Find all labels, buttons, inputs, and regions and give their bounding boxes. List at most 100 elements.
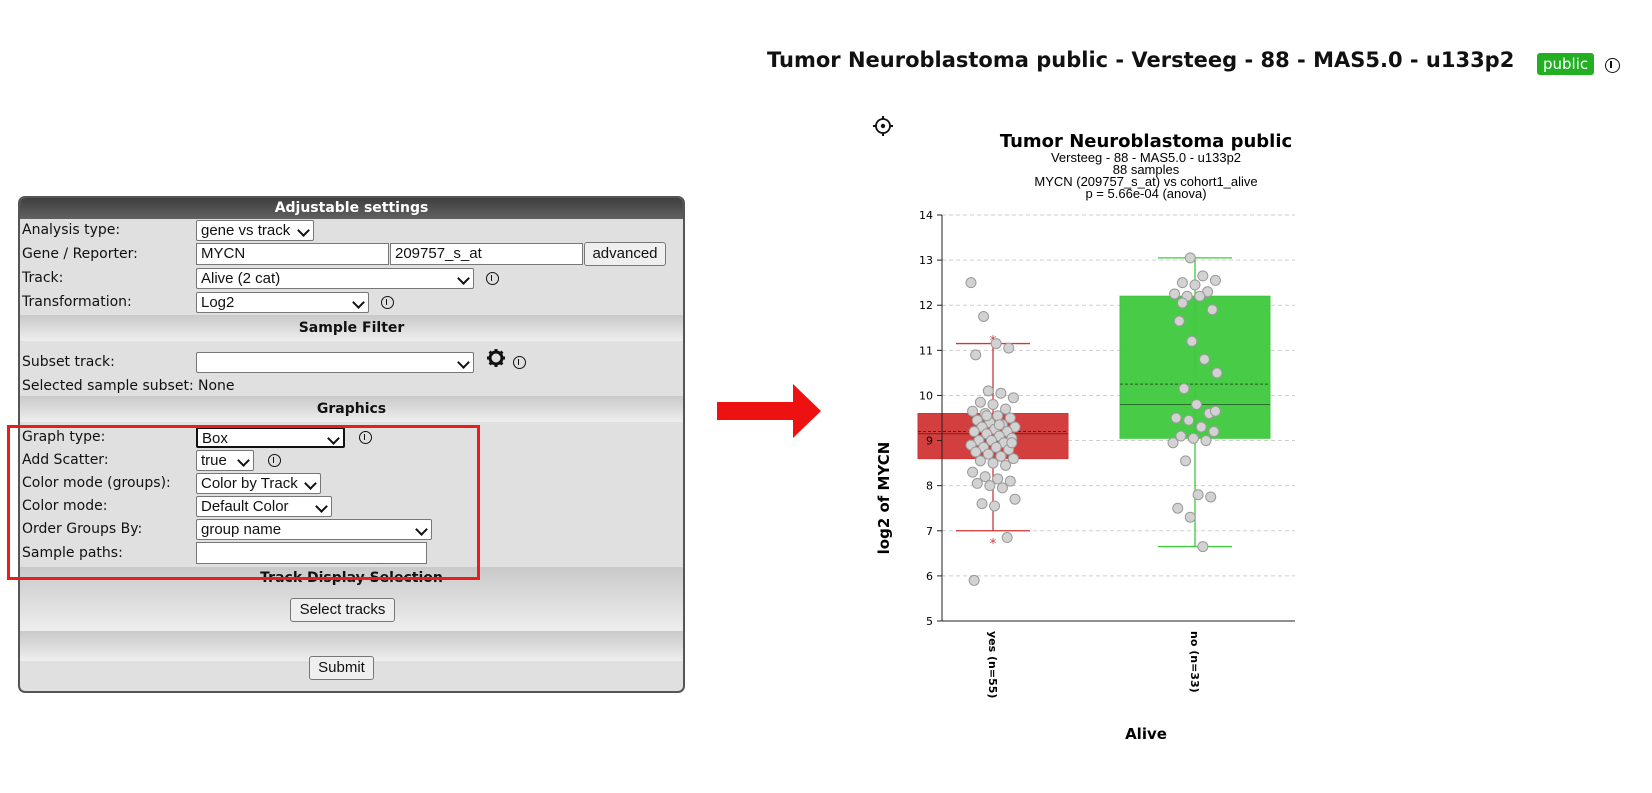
- data-point: [979, 471, 991, 483]
- graph-type-select[interactable]: Box: [196, 427, 345, 448]
- order-groups-label: Order Groups By:: [22, 521, 143, 537]
- data-point: [1175, 430, 1187, 442]
- data-point: [1009, 493, 1021, 505]
- graph-type-label: Graph type:: [22, 429, 106, 445]
- data-point: [971, 477, 983, 489]
- add-scatter-value: true: [201, 452, 227, 469]
- chart-subtitle-line: MYCN (209757_s_at) vs cohort1_alive: [1034, 174, 1257, 189]
- y-tick-label: 14: [919, 209, 933, 222]
- data-point: [974, 396, 986, 408]
- data-point: [1191, 398, 1203, 410]
- y-axis-label: log2 of MYCN: [875, 442, 893, 555]
- chevron-down-icon: [297, 224, 310, 237]
- data-point: [990, 441, 1002, 453]
- graphics-header: Graphics: [20, 396, 683, 422]
- data-point: [1197, 541, 1209, 553]
- data-point: [1189, 279, 1201, 291]
- data-point: [1003, 342, 1015, 354]
- gene-reporter-label: Gene / Reporter:: [22, 246, 138, 262]
- y-tick-label: 11: [919, 344, 933, 357]
- chart-subtitle-line: 88 samples: [1113, 162, 1180, 177]
- color-mode-select[interactable]: Default Color: [196, 496, 332, 517]
- data-point: [1184, 252, 1196, 264]
- advanced-button[interactable]: advanced: [584, 242, 666, 266]
- track-select[interactable]: Alive (2 cat): [196, 268, 474, 289]
- sample-paths-label: Sample paths:: [22, 545, 123, 561]
- y-tick-label: 13: [919, 254, 933, 267]
- y-tick-label: 7: [926, 525, 933, 538]
- add-scatter-select[interactable]: true: [196, 450, 254, 471]
- analysis-type-label: Analysis type:: [22, 222, 121, 238]
- y-tick-label: 5: [926, 615, 933, 628]
- selected-subset-value: None: [198, 378, 235, 394]
- arrow-right-icon: [717, 384, 821, 438]
- chart-settings-icon[interactable]: [872, 115, 894, 137]
- data-point: [992, 473, 1004, 485]
- gene-input[interactable]: MYCN: [196, 243, 389, 265]
- data-point: [965, 277, 977, 289]
- data-point: [1178, 383, 1190, 395]
- color-mode-value: Default Color: [201, 498, 289, 515]
- data-point: [1170, 412, 1182, 424]
- data-point: [1184, 511, 1196, 523]
- sample-filter-header: Sample Filter: [20, 315, 683, 341]
- analysis-type-select[interactable]: gene vs track: [196, 220, 314, 241]
- panel-title: Adjustable settings: [20, 198, 683, 219]
- order-groups-select[interactable]: group name: [196, 519, 432, 540]
- chart-subtitle-line: p = 5.66e-04 (anova): [1085, 186, 1206, 201]
- add-scatter-info-icon[interactable]: [268, 454, 281, 467]
- data-point: [974, 455, 986, 467]
- transformation-label: Transformation:: [22, 294, 132, 310]
- transformation-info-icon[interactable]: [381, 296, 394, 309]
- chevron-down-icon: [457, 356, 470, 369]
- data-point: [1001, 532, 1013, 544]
- x-axis-label: Alive: [1125, 725, 1167, 743]
- data-point: [1209, 405, 1221, 417]
- box: [1119, 295, 1271, 439]
- data-point: [1186, 335, 1198, 347]
- order-groups-value: group name: [201, 521, 282, 538]
- data-point: [1197, 270, 1209, 282]
- x-tick-label: yes (n=55): [986, 631, 999, 698]
- data-point: [1209, 274, 1221, 286]
- data-point: [1192, 489, 1204, 501]
- data-point: [982, 385, 994, 397]
- subset-track-info-icon[interactable]: [513, 356, 526, 369]
- data-point: [995, 450, 1007, 462]
- transformation-select[interactable]: Log2: [196, 292, 369, 313]
- select-tracks-button[interactable]: Select tracks: [290, 598, 395, 622]
- data-point: [978, 311, 990, 322]
- data-point: [968, 574, 980, 586]
- track-label: Track:: [22, 270, 64, 286]
- y-tick-label: 12: [919, 299, 933, 312]
- data-point: [1169, 288, 1181, 300]
- info-icon[interactable]: [1605, 58, 1620, 73]
- data-point: [1194, 290, 1206, 302]
- track-value: Alive (2 cat): [201, 270, 281, 287]
- gear-icon[interactable]: [486, 348, 506, 368]
- data-point: [982, 448, 994, 460]
- data-point: [1007, 453, 1019, 465]
- submit-button[interactable]: Submit: [309, 656, 374, 680]
- y-tick-label: 10: [919, 389, 933, 402]
- track-info-icon[interactable]: [486, 272, 499, 285]
- data-point: [1195, 421, 1207, 433]
- outlier-marker: *: [990, 537, 997, 552]
- data-point: [981, 410, 993, 422]
- data-point: [1206, 304, 1218, 316]
- data-point: [1187, 432, 1199, 444]
- subset-track-select[interactable]: [196, 352, 474, 373]
- data-point: [989, 500, 1001, 512]
- data-point: [970, 349, 982, 361]
- data-point: [1211, 367, 1223, 379]
- data-point: [1172, 502, 1184, 514]
- sample-paths-input[interactable]: [196, 542, 427, 564]
- graph-type-info-icon[interactable]: [359, 431, 372, 444]
- data-point: [1007, 392, 1019, 404]
- color-mode-groups-select[interactable]: Color by Track: [196, 473, 321, 494]
- reporter-input[interactable]: 209757_s_at: [390, 243, 583, 265]
- chart-title: Tumor Neuroblastoma public: [1000, 131, 1292, 152]
- subset-track-label: Subset track:: [22, 354, 115, 370]
- public-badge: public: [1537, 53, 1595, 75]
- selected-subset-label: Selected sample subset:: [22, 378, 194, 394]
